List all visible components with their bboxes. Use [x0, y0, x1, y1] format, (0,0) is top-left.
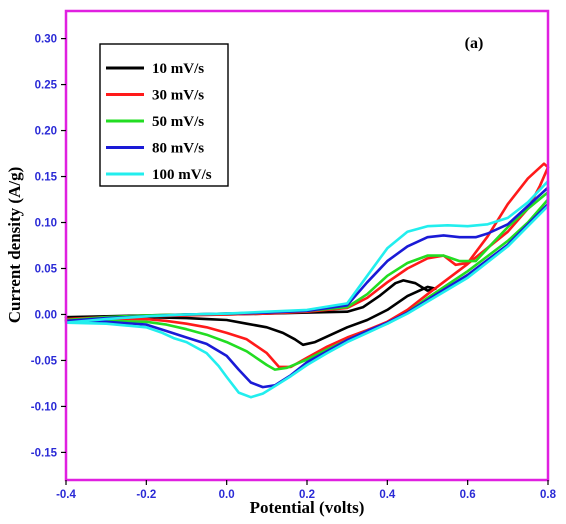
- legend-label-2: 30 mV/s: [152, 88, 204, 104]
- y-tick-label: 0.10: [35, 218, 57, 230]
- x-axis-title: Potential (volts): [250, 498, 365, 517]
- y-tick-label: -0.05: [31, 355, 58, 367]
- y-tick-label: 0.25: [35, 80, 58, 92]
- series-line-5: [64, 179, 550, 399]
- x-tick-label: 0.4: [379, 489, 396, 501]
- y-tick-label: 0.15: [35, 172, 58, 184]
- legend-label-3: 50 mV/s: [152, 114, 204, 130]
- tick-layer: -0.4 -0.2 0.0 0.2 0.4 0.6 0.8 -0.15 -0.10 -0.05 0.…: [31, 34, 557, 501]
- panel-label: (a): [465, 35, 484, 52]
- x-tick-label: 0.0: [219, 489, 235, 501]
- x-tick-label: 0.6: [460, 489, 476, 501]
- y-tick-label: -0.10: [31, 401, 57, 413]
- x-tick-label: -0.4: [56, 489, 76, 501]
- y-tick-label: 0.00: [35, 309, 57, 321]
- legend: 10 mV/s 30 mV/s 50 mV/s 80 mV/s 100 mV/s: [99, 43, 229, 187]
- x-tick-label: 0.2: [299, 489, 315, 501]
- y-axis-title: Current density (A/g): [5, 167, 24, 323]
- y-tick-label: -0.15: [31, 447, 58, 459]
- y-tick-label: 0.30: [35, 34, 57, 46]
- legend-label-1: 10 mV/s: [152, 61, 204, 77]
- series-line-4: [64, 186, 550, 389]
- x-tick-label: 0.8: [540, 489, 557, 501]
- x-tick-label: -0.2: [136, 489, 156, 501]
- y-tick-label: 0.05: [35, 263, 58, 275]
- legend-label-5: 100 mV/s: [152, 167, 212, 183]
- y-tick-label: 0.20: [35, 126, 57, 138]
- curve-layer: [64, 162, 550, 399]
- legend-label-4: 80 mV/s: [152, 141, 204, 157]
